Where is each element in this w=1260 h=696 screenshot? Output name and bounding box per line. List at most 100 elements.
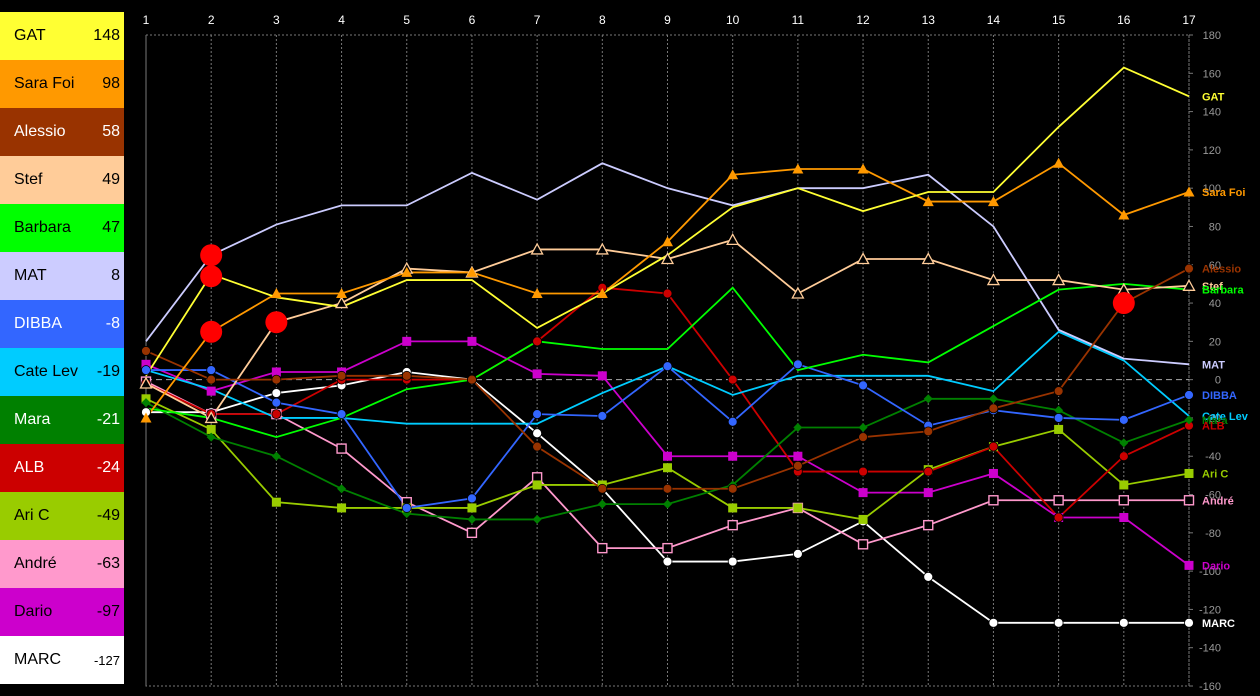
- data-point: [467, 503, 477, 513]
- series-end-label: Sara Foi: [1202, 187, 1245, 199]
- data-point: [1184, 617, 1194, 628]
- data-point: [271, 397, 282, 408]
- data-point: [597, 499, 607, 509]
- data-point: [662, 483, 673, 494]
- data-point: [532, 514, 542, 524]
- data-point: [858, 432, 868, 442]
- legend-total: 98: [102, 75, 120, 92]
- legend-total: 49: [102, 171, 120, 188]
- data-point: [531, 472, 543, 483]
- data-point: [402, 336, 412, 346]
- data-point: [792, 163, 804, 174]
- x-tick-label: 10: [726, 13, 740, 27]
- x-tick-label: 3: [273, 13, 280, 27]
- data-point: [140, 412, 152, 423]
- data-point: [988, 441, 999, 452]
- data-point: [1184, 415, 1194, 425]
- data-point: [401, 503, 412, 513]
- y-tick-label: -20: [1205, 413, 1221, 425]
- legend-name: ALB: [14, 459, 45, 476]
- series-end-label: DIBBA: [1202, 390, 1237, 402]
- data-point: [923, 488, 933, 498]
- data-point: [466, 527, 478, 539]
- x-tick-label: 14: [987, 13, 1001, 27]
- x-tick-label: 4: [338, 13, 345, 27]
- highlight-dot: [200, 320, 223, 343]
- legend-total: -21: [96, 411, 120, 428]
- legend-name: DIBBA: [14, 315, 63, 332]
- x-tick-label: 12: [856, 13, 870, 27]
- data-point: [793, 503, 803, 513]
- y-tick-label: -100: [1199, 566, 1221, 578]
- data-point: [206, 365, 217, 375]
- legend-total: -8: [105, 315, 120, 332]
- x-tick-label: 5: [403, 13, 410, 27]
- data-point: [1119, 513, 1129, 523]
- y-tick-label: 80: [1209, 221, 1221, 233]
- data-point: [923, 466, 934, 477]
- highlight-dot: [1112, 292, 1135, 315]
- data-point: [988, 403, 999, 414]
- series-end-label: Alessio: [1202, 264, 1241, 276]
- data-point: [728, 451, 738, 461]
- data-point: [1052, 273, 1066, 286]
- legend-item: GAT 148: [0, 12, 124, 60]
- data-point: [988, 495, 999, 506]
- data-point: [858, 466, 868, 477]
- data-point: [792, 359, 803, 370]
- highlight-dot: [200, 265, 223, 288]
- series-end-label: Dario: [1202, 560, 1230, 572]
- data-point: [467, 374, 477, 385]
- data-point: [1184, 263, 1194, 274]
- data-point: [141, 365, 151, 375]
- legend-item: Alessio 58: [0, 108, 124, 156]
- data-point: [531, 287, 543, 298]
- data-point: [923, 394, 933, 404]
- data-point: [467, 336, 477, 346]
- y-tick-label: 120: [1203, 145, 1221, 157]
- data-point: [336, 409, 347, 420]
- legend-name: Cate Lev: [14, 363, 79, 380]
- data-point: [206, 432, 216, 442]
- legend-name: MAT: [14, 267, 47, 284]
- data-point: [206, 424, 216, 434]
- x-tick-label: 13: [922, 13, 936, 27]
- series-end-label: Stef: [1202, 281, 1223, 293]
- data-point: [856, 252, 870, 265]
- data-point: [727, 416, 738, 427]
- data-point: [337, 503, 347, 513]
- legend-name: MARC: [14, 651, 62, 668]
- series-end-label: André: [1202, 495, 1234, 507]
- series-end-label: Cate Lev: [1202, 411, 1249, 423]
- series-end-label: ALB: [1202, 421, 1225, 433]
- data-point: [532, 480, 542, 490]
- legend-name: Ari C: [14, 507, 50, 524]
- data-point: [466, 266, 478, 277]
- data-point: [597, 411, 608, 421]
- data-point: [791, 286, 805, 299]
- data-point: [988, 394, 998, 404]
- legend-name: Dario: [14, 603, 53, 620]
- data-point: [1118, 495, 1130, 506]
- series-line-mat: [145, 162, 1190, 366]
- y-tick-label: -160: [1199, 681, 1221, 693]
- data-point: [271, 451, 281, 461]
- legend-name: Mara: [14, 411, 51, 428]
- data-point: [597, 483, 608, 494]
- x-tick-label: 15: [1052, 13, 1066, 27]
- data-point: [204, 411, 218, 424]
- y-tick-label: -120: [1199, 604, 1221, 616]
- data-point: [271, 374, 282, 385]
- data-point: [1183, 186, 1195, 197]
- data-point: [1118, 414, 1129, 425]
- data-point: [1118, 451, 1129, 462]
- data-point: [597, 371, 607, 381]
- data-point: [857, 163, 869, 174]
- data-point: [401, 370, 412, 381]
- highlight-dot: [200, 244, 223, 267]
- y-tick-label: -140: [1199, 643, 1221, 655]
- data-point: [532, 336, 543, 347]
- y-tick-label: 60: [1209, 260, 1221, 272]
- legend-item: Stef 49: [0, 156, 124, 204]
